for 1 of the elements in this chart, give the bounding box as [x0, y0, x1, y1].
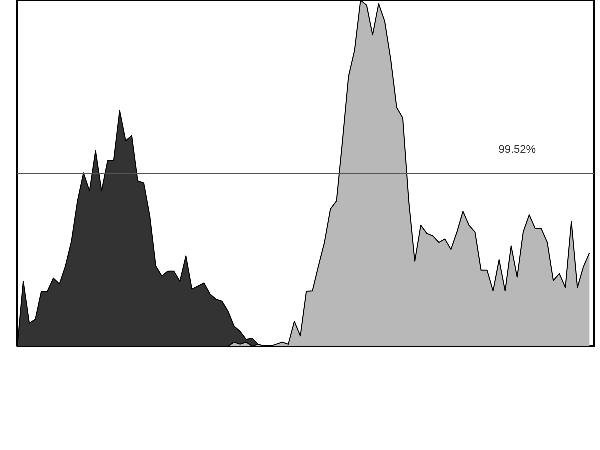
annotation: 99.52% — [498, 144, 536, 156]
